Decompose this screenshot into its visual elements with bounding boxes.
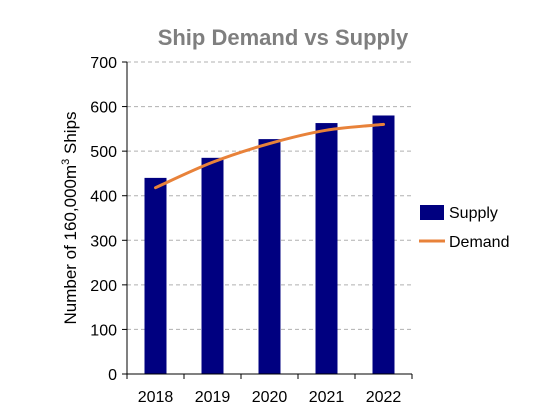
x-tick-label: 2021 [309,389,345,406]
x-tick-label: 2020 [252,389,288,406]
x-tick-label: 2018 [138,389,174,406]
y-tick-label: 100 [90,322,117,339]
legend-label-supply: Supply [449,205,498,222]
supply-bar [144,177,167,374]
y-tick-label: 0 [108,367,117,384]
y-axis-title-superscript: 3 [60,159,72,165]
y-tick-label: 600 [90,100,117,117]
x-tick-labels: 2018 2019 2020 2021 2022 [126,374,413,406]
supply-bar [372,115,395,374]
legend-label-demand: Demand [449,234,509,251]
x-tick-label: 2019 [195,389,231,406]
y-tick-label: 400 [90,189,117,206]
supply-bars [144,115,395,374]
y-tick-label: 500 [90,144,117,161]
supply-bar [258,139,281,374]
supply-bar [315,123,338,374]
demand-line [154,122,385,190]
chart-title: Ship Demand vs Supply [158,25,409,50]
x-tick-label: 2022 [366,389,402,406]
supply-bar [201,157,224,374]
y-tick-labels: 0 100 200 300 400 500 600 700 [90,55,127,384]
legend: Supply Demand [419,205,509,251]
y-tick-label: 300 [90,233,117,250]
demand-line-layer [154,122,385,190]
y-tick-label: 200 [90,278,117,295]
y-axis-title-suffix: Ships [61,111,80,158]
y-tick-label: 700 [90,55,117,72]
y-axis-title-prefix: Number of 160,000m [61,165,80,325]
y-axis-title: Number of 160,000m3 Ships [60,111,80,324]
legend-swatch-supply [420,205,444,220]
axes [126,62,412,375]
